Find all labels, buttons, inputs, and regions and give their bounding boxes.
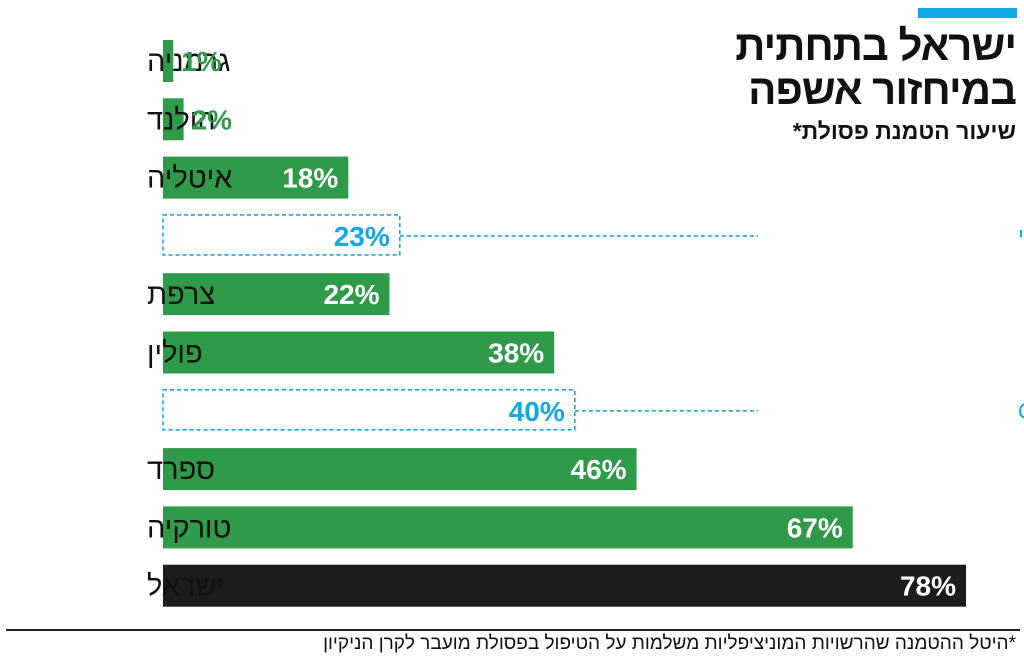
category-label: צרפת — [147, 279, 215, 311]
title-line-1: ישראל בתחתית — [735, 22, 1017, 69]
chart-subtitle: שיעור הטמנת פסולת* — [792, 118, 1016, 144]
footnote: *היטל ההטמנה שהרשויות המוניציפליות משלמו… — [323, 633, 1016, 654]
bar — [163, 40, 174, 82]
bar — [163, 506, 853, 549]
average-value-label: 23% — [334, 221, 390, 252]
bar — [163, 331, 555, 374]
bar-value-label: 78% — [900, 571, 956, 602]
average-value-label: 40% — [509, 396, 565, 427]
category-label: ישראל — [147, 571, 224, 603]
category-label: פולין — [147, 338, 203, 370]
bar-value-label: 2% — [192, 104, 233, 135]
bar-value-label: 38% — [488, 338, 544, 369]
category-label: גרמניה — [147, 46, 230, 78]
bar — [163, 564, 966, 607]
bar — [163, 273, 390, 316]
chart-title: ישראל בתחתית במיחזור אשפה — [656, 22, 1017, 113]
bar-value-label: 18% — [282, 163, 338, 194]
category-label: ספרד — [147, 454, 215, 486]
average-bar-outline — [162, 214, 401, 256]
bar-value-label: 22% — [323, 279, 379, 310]
category-label: איטליה — [147, 163, 232, 195]
bar — [163, 156, 349, 199]
footnote-divider — [6, 629, 1020, 631]
bar — [163, 98, 184, 141]
average-label: ממוצע האיחוד האירופי — [1018, 223, 1024, 249]
bar-value-label: 67% — [787, 512, 843, 543]
category-label: טורקיה — [147, 512, 231, 544]
bar-value-label: 46% — [571, 454, 627, 485]
category-label: הולנד — [147, 104, 216, 136]
bar — [163, 448, 637, 491]
title-line-2: במיחזור אשפה — [748, 66, 1017, 113]
bar-value-label: 1% — [181, 46, 222, 77]
header-accent-bar — [918, 8, 1017, 18]
average-bar-outline — [162, 388, 576, 431]
average-label: ממוצע OECD — [1018, 398, 1024, 424]
